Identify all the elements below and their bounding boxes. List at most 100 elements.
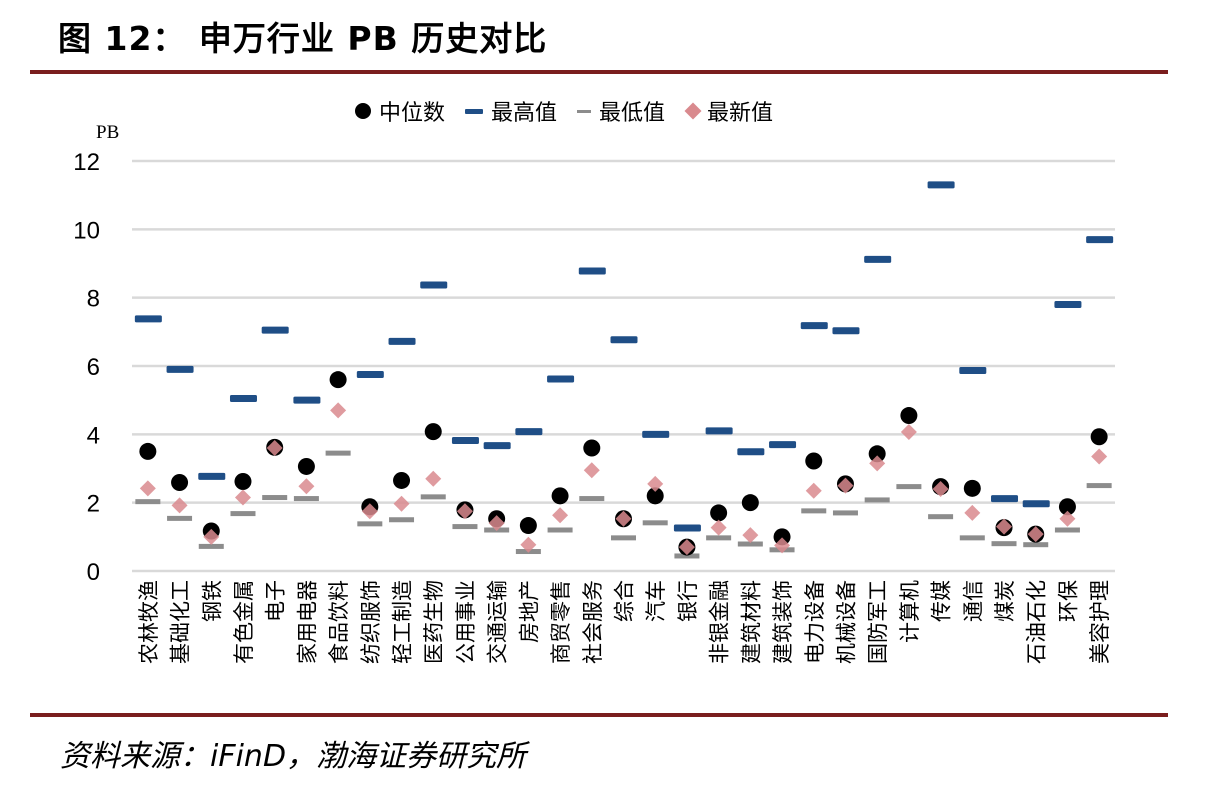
y-tick-label: 4 <box>87 422 100 449</box>
latest-diamond-mark <box>393 495 410 512</box>
min-dash-mark <box>452 524 478 530</box>
x-tick-label: 美容护理 <box>1088 580 1112 664</box>
max-bar-mark <box>642 430 670 438</box>
x-tick-label: 电力设备 <box>803 580 827 664</box>
median-dot-mark <box>900 407 918 425</box>
latest-diamond-mark <box>456 503 473 520</box>
median-dot-mark <box>171 474 189 492</box>
min-dash-mark <box>991 541 1017 547</box>
legend-bar-marker <box>465 108 484 114</box>
max-bar-mark <box>832 327 860 335</box>
y-tick-label: 2 <box>87 491 100 518</box>
min-dash-mark <box>706 535 732 541</box>
max-bar-mark <box>1054 301 1082 308</box>
latest-diamond-mark <box>520 536 537 553</box>
category-group <box>1022 500 1050 548</box>
chart-legend: 中位数 最高值 最低值 最新值 <box>355 95 793 127</box>
legend-item-latest: 最新值 <box>684 95 774 127</box>
median-dot-mark <box>1090 428 1108 446</box>
x-tick-label: 汽车 <box>644 580 668 622</box>
legend-item-median: 中位数 <box>355 95 445 127</box>
x-tick-label: 建筑装饰 <box>771 580 795 664</box>
min-dash-mark <box>642 520 668 526</box>
median-dot-mark <box>297 457 315 475</box>
min-dash-mark <box>293 496 319 502</box>
min-dash-mark <box>928 514 954 520</box>
category-group <box>134 315 162 505</box>
min-dash-mark <box>832 510 858 516</box>
max-bar-mark <box>388 337 416 345</box>
category-group <box>991 495 1019 547</box>
latest-diamond-mark <box>425 470 442 487</box>
max-bar-mark <box>769 441 797 449</box>
data-marks <box>134 181 1114 559</box>
max-bar-mark <box>166 365 194 373</box>
category-group <box>293 396 321 502</box>
max-bar-mark <box>420 281 448 289</box>
category-group <box>261 326 289 501</box>
y-tick-label: 0 <box>87 559 100 586</box>
max-bar-mark <box>737 448 765 456</box>
latest-diamond-mark <box>932 481 949 497</box>
min-dash-mark <box>801 508 827 514</box>
category-group <box>642 430 670 526</box>
latest-diamond-mark <box>900 423 917 440</box>
x-tick-label: 国防军工 <box>866 580 890 664</box>
category-group <box>483 442 511 533</box>
x-tick-label: 计算机 <box>898 580 922 643</box>
category-group <box>800 322 828 514</box>
x-tick-label: 有色金属 <box>232 580 256 664</box>
y-tick-label: 8 <box>87 286 100 313</box>
latest-diamond-mark <box>647 475 664 492</box>
category-group <box>959 366 987 541</box>
max-bar-mark <box>451 436 479 444</box>
median-dot-mark <box>329 371 347 389</box>
median-dot-mark <box>963 479 981 497</box>
latest-diamond-mark <box>964 504 981 521</box>
category-group <box>769 441 797 554</box>
min-dash-mark <box>896 484 922 490</box>
category-group <box>927 181 955 520</box>
y-tick-label: 10 <box>73 217 100 244</box>
latest-diamond-mark <box>869 455 886 472</box>
legend-label: 最新值 <box>707 101 774 126</box>
legend-item-max: 最高值 <box>465 95 557 127</box>
x-tick-label: 煤炭 <box>993 580 1017 622</box>
x-tick-label: 交通运输 <box>486 580 510 664</box>
category-group <box>229 394 257 517</box>
latest-diamond-mark <box>774 537 791 554</box>
min-dash-mark <box>674 553 700 559</box>
x-tick-label: 综合 <box>613 580 637 622</box>
min-dash-mark <box>737 541 763 547</box>
x-tick-label: 石油石化 <box>1025 580 1049 664</box>
category-group <box>166 365 194 521</box>
latest-diamond-mark <box>361 503 378 520</box>
category-group <box>673 524 701 559</box>
min-dash-mark <box>357 521 383 527</box>
max-bar-mark <box>547 375 575 383</box>
source-note: 资料来源：iFinD，渤海证券研究所 <box>60 739 527 774</box>
legend-circle-marker <box>355 103 371 119</box>
y-axis-label: PB <box>96 122 119 143</box>
min-dash-mark <box>1023 542 1049 548</box>
max-bar-mark <box>229 394 257 402</box>
y-tick-label: 12 <box>73 149 100 176</box>
legend-label: 中位数 <box>379 101 446 126</box>
min-dash-mark <box>230 511 256 517</box>
latest-diamond-mark <box>996 518 1013 535</box>
y-tick-labels: 0 2 4 6 8 10 12 <box>73 149 100 586</box>
x-tick-label: 钢铁 <box>200 580 224 622</box>
latest-diamond-mark <box>330 402 347 419</box>
legend-item-min: 最低值 <box>577 95 665 127</box>
median-dot-mark <box>741 494 759 512</box>
min-dash-mark <box>167 515 193 521</box>
max-bar-mark <box>134 315 162 323</box>
max-bar-mark <box>864 255 892 263</box>
category-group <box>198 472 226 549</box>
x-tick-label: 环保 <box>1056 580 1080 622</box>
median-dot-mark <box>1058 498 1076 516</box>
max-bar-mark <box>515 428 543 436</box>
latest-diamond-mark <box>837 477 854 494</box>
median-dot-mark <box>583 439 601 457</box>
x-tick-label: 公用事业 <box>454 580 478 664</box>
